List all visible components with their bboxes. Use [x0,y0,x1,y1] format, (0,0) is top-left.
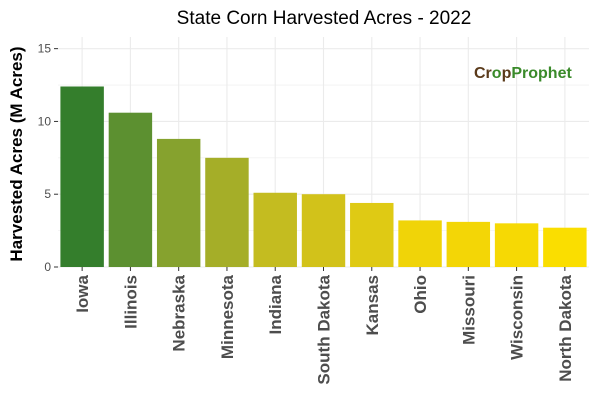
logo-text: CropProphet [474,65,572,82]
x-tick-label: Nebraska [170,274,189,351]
croprophet-logo: CropProphet [474,65,572,82]
bar-wisconsin [494,223,539,267]
bar-south-dakota [301,194,346,267]
x-tick-label: Missouri [459,275,478,345]
y-tick-label: 5 [44,187,51,201]
bar-iowa [60,86,104,267]
x-tick-label: Illinois [121,275,140,329]
x-tick-label: North Dakota [556,274,575,381]
bar-indiana [253,192,297,267]
x-tick-label: Wisconsin [508,275,527,360]
x-tick-label: Iowa [73,274,92,312]
bar-minnesota [205,157,249,267]
y-axis-label: Harvested Acres (M Acres) [7,46,26,261]
x-tick-label: Kansas [363,275,382,335]
bar-ohio [398,220,442,267]
bar-north-dakota [543,227,587,267]
y-tick-label: 15 [38,42,52,56]
y-tick-label: 10 [38,114,52,128]
bar-illinois [108,112,153,268]
bar-missouri [446,221,491,267]
bar-kansas [350,202,394,267]
bars [60,86,587,268]
x-tick-label: South Dakota [315,274,334,384]
bar-nebraska [156,138,201,267]
x-tick-label: Ohio [411,275,430,314]
chart-title: State Corn Harvested Acres - 2022 [177,8,472,29]
x-axis: Iowa Illinois Nebraska Minnesota Indiana Sout… [73,267,575,385]
y-tick-label: 0 [44,260,51,274]
x-tick-label: Indiana [266,274,285,334]
x-tick-label: Minnesota [218,274,237,359]
y-axis: 0 5 10 15 [38,42,58,274]
